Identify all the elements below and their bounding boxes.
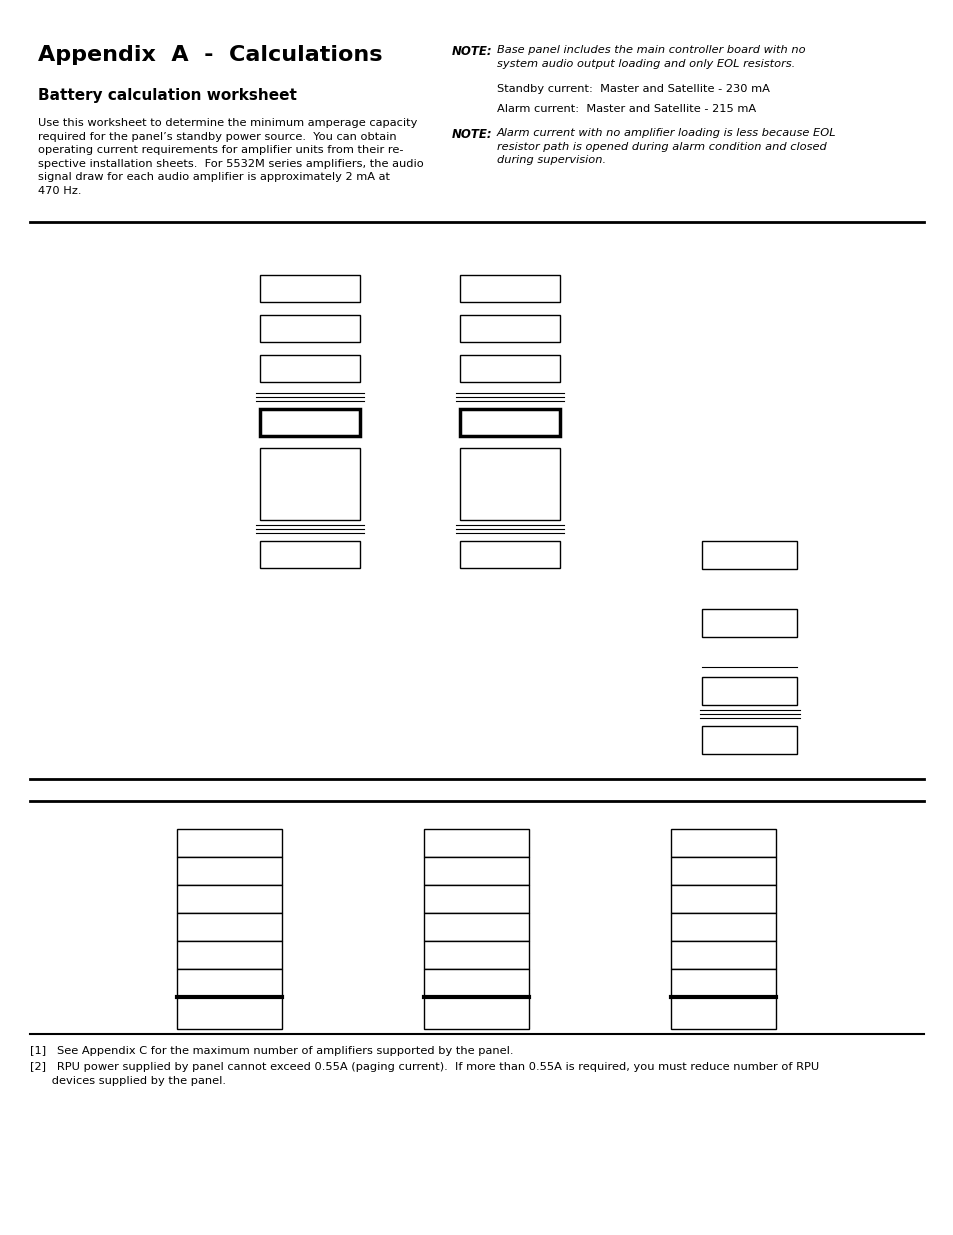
Bar — [459, 315, 559, 342]
Text: Use this worksheet to determine the minimum amperage capacity
required for the p: Use this worksheet to determine the mini… — [38, 119, 423, 196]
Text: NOTE:: NOTE: — [452, 44, 492, 58]
Bar — [260, 448, 359, 520]
Bar — [459, 541, 559, 568]
Text: Alarm current:  Master and Satellite - 215 mA: Alarm current: Master and Satellite - 21… — [497, 104, 756, 114]
Text: devices supplied by the panel.: devices supplied by the panel. — [30, 1076, 226, 1086]
Bar — [671, 885, 776, 913]
Bar — [424, 969, 529, 997]
Bar — [260, 315, 359, 342]
Bar — [701, 726, 797, 755]
Bar — [424, 829, 529, 857]
Bar — [260, 275, 359, 303]
Bar — [701, 677, 797, 705]
Bar — [671, 857, 776, 885]
Text: Appendix  A  -  Calculations: Appendix A - Calculations — [38, 44, 382, 65]
Bar — [671, 997, 776, 1029]
Text: Battery calculation worksheet: Battery calculation worksheet — [38, 88, 296, 103]
Bar — [459, 275, 559, 303]
Bar — [671, 913, 776, 941]
Text: Alarm current with no amplifier loading is less because EOL
resistor path is ope: Alarm current with no amplifier loading … — [497, 128, 836, 165]
Bar — [260, 409, 359, 436]
Bar — [177, 857, 282, 885]
Bar — [459, 448, 559, 520]
Bar — [424, 885, 529, 913]
Bar — [177, 885, 282, 913]
Text: [1]   See Appendix C for the maximum number of amplifiers supported by the panel: [1] See Appendix C for the maximum numbe… — [30, 1046, 513, 1056]
Bar — [260, 541, 359, 568]
Bar — [671, 829, 776, 857]
Bar — [177, 829, 282, 857]
Bar — [671, 969, 776, 997]
Bar — [177, 969, 282, 997]
Text: Standby current:  Master and Satellite - 230 mA: Standby current: Master and Satellite - … — [497, 84, 769, 94]
Bar — [424, 913, 529, 941]
Text: Base panel includes the main controller board with no
system audio output loadin: Base panel includes the main controller … — [497, 44, 804, 69]
Text: [2]   RPU power supplied by panel cannot exceed 0.55A (paging current).  If more: [2] RPU power supplied by panel cannot e… — [30, 1062, 819, 1072]
Bar — [260, 354, 359, 382]
Bar — [177, 997, 282, 1029]
Bar — [701, 609, 797, 637]
Text: NOTE:: NOTE: — [452, 128, 492, 141]
Bar — [671, 941, 776, 969]
Bar — [424, 997, 529, 1029]
Bar — [701, 541, 797, 569]
Bar — [424, 941, 529, 969]
Bar — [424, 857, 529, 885]
Bar — [177, 913, 282, 941]
Bar — [459, 354, 559, 382]
Bar — [177, 941, 282, 969]
Bar — [459, 409, 559, 436]
